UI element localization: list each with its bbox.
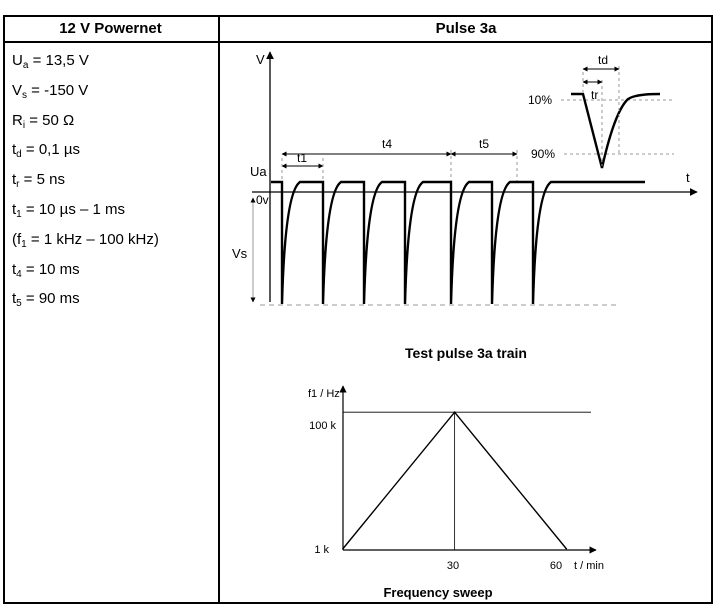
parameter-item: Vs = -150 V <box>12 80 159 110</box>
parameter-item: td = 0,1 µs <box>12 139 159 169</box>
parameter-item: Ua = 13,5 V <box>12 50 159 80</box>
sweep-ylabel: f1 / Hz <box>308 388 340 400</box>
parameter-item: (f1 = 1 kHz – 100 kHz) <box>12 229 159 259</box>
parameter-subscript: d <box>16 149 22 161</box>
sweep-point <box>453 411 456 413</box>
pulse-diagram-title: Test pulse 3a train <box>405 345 527 361</box>
vs-label: Vs <box>232 246 248 261</box>
sweep-marks <box>342 411 591 550</box>
right-column-header: Pulse 3a <box>435 20 497 37</box>
left-column-header: 12 V Powernet <box>59 20 162 37</box>
parameter-value: = 10 ms <box>21 260 80 278</box>
parameter-value: = 0,1 µs <box>21 141 80 159</box>
parameter-value: = -150 V <box>27 81 89 99</box>
ua-label: Ua <box>250 164 267 179</box>
parameter-symbol: t <box>12 290 17 308</box>
parameter-value: = 1 kHz – 100 kHz) <box>26 230 159 248</box>
tr-label: tr <box>591 88 598 102</box>
v-axis-label: V <box>256 52 265 67</box>
parameter-item: t1 = 10 µs – 1 ms <box>12 199 159 229</box>
header-divider <box>3 41 713 43</box>
parameter-item: t5 = 90 ms <box>12 288 159 318</box>
zero-volt-label: 0v <box>256 193 269 207</box>
percent-90-label: 90% <box>531 147 555 161</box>
parameter-subscript: a <box>22 60 29 71</box>
t4-label: t4 <box>382 137 392 151</box>
parameter-subscript: 1 <box>16 208 22 220</box>
parameter-value: = 90 ms <box>21 290 80 308</box>
t5-label: t5 <box>479 137 489 151</box>
sweep-point <box>342 547 344 550</box>
sweep-ytick-100k: 100 k <box>309 420 336 432</box>
parameter-value: = 5 ns <box>19 171 65 189</box>
sweep-point <box>565 547 568 550</box>
parameter-value: = 50 Ω <box>25 111 75 129</box>
column-divider <box>218 15 220 604</box>
parameter-item: t4 = 10 ms <box>12 259 159 289</box>
td-label: td <box>598 53 608 67</box>
parameter-subscript: r <box>16 179 20 191</box>
percent-10-label: 10% <box>528 93 552 107</box>
sweep-title: Frequency sweep <box>383 585 492 600</box>
sweep-ytick-1k: 1 k <box>314 544 329 556</box>
sweep-xlabel: t / min <box>574 560 604 572</box>
parameter-symbol: t <box>12 260 17 278</box>
sweep-xtick-30: 30 <box>447 560 459 572</box>
parameter-symbol: U <box>12 52 23 69</box>
parameter-symbol: (f <box>12 230 22 248</box>
parameter-item: tr = 5 ns <box>12 169 159 199</box>
sweep-xtick-60: 60 <box>550 560 562 572</box>
parameter-symbol: t <box>12 171 17 189</box>
parameter-value: = 13,5 V <box>28 52 89 69</box>
parameter-symbol: R <box>12 111 23 129</box>
parameter-subscript: 4 <box>16 268 22 280</box>
pulse-detail <box>571 92 661 169</box>
parameter-subscript: 5 <box>16 298 22 310</box>
t-axis-label: t <box>686 170 690 185</box>
t1-label: t1 <box>297 151 307 165</box>
parameter-subscript: s <box>22 89 28 101</box>
parameter-symbol: t <box>12 141 17 159</box>
table-frame <box>3 15 713 604</box>
parameter-subscript: 1 <box>21 238 27 250</box>
parameter-subscript: i <box>22 119 26 131</box>
parameter-symbol: V <box>12 81 23 99</box>
pulse-train <box>271 180 645 305</box>
parameter-value: = 10 µs – 1 ms <box>21 200 126 218</box>
parameter-symbol: t <box>12 200 17 218</box>
parameter-item: Ri = 50 Ω <box>12 110 159 140</box>
